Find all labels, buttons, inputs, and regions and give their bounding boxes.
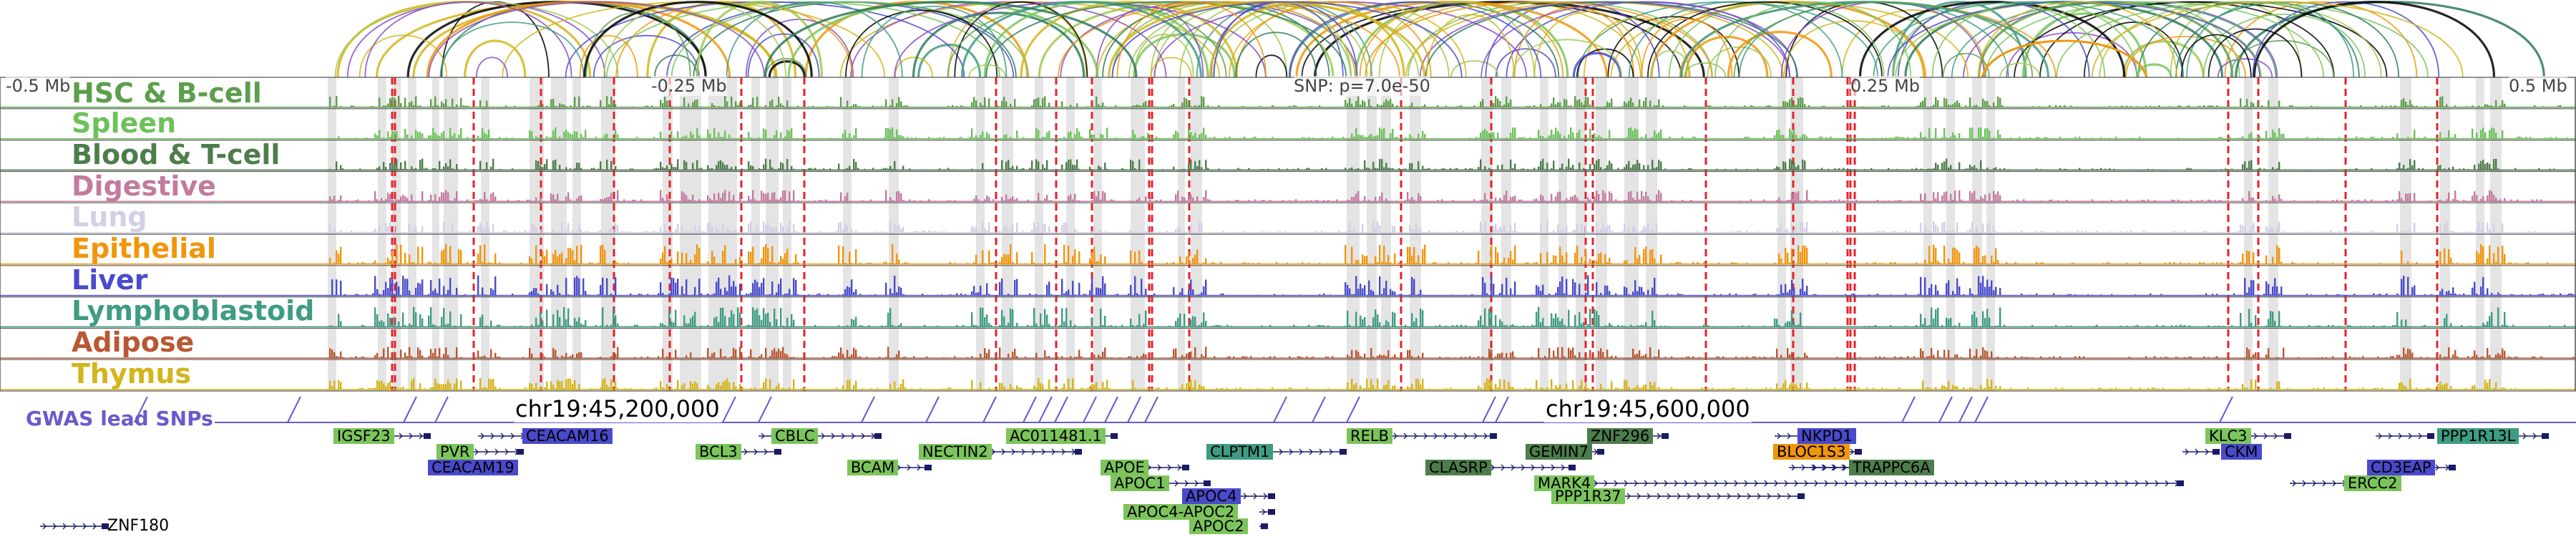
gene-cblc: CBLC [771,428,819,444]
axis-right-label: 0.5 Mb [2509,76,2567,96]
gene-pvr: PVR [436,444,474,460]
track-label-lymphoblastoid: Lymphoblastoid [72,295,315,326]
track-label-epithelial: Epithelial [72,233,216,264]
snp-pvalue-label: SNP: p=7.0e-50 [1294,76,1430,96]
gene-ckm: CKM [2221,444,2262,460]
gene-apoc4-apoc2: APOC4-APOC2 [1123,504,1239,520]
gene-znf296: ZNF296 [1587,428,1654,444]
gene-igsf23: IGSF23 [333,428,394,444]
gene-ercc2: ERCC2 [2344,475,2401,491]
gene-nectin2: NECTIN2 [919,444,992,460]
gene-bcl3: BCL3 [696,444,741,460]
interaction-arcs [334,1,2545,78]
track-label-lung: Lung [72,201,147,233]
gene-ppp1r13l: PPP1R13L [2437,428,2519,444]
track-label-digestive: Digestive [72,170,216,202]
gene-ceacam19: CEACAM19 [428,460,518,475]
gene-cd3eap: CD3EAP [2367,460,2435,475]
gene-apoe: APOE [1101,460,1148,475]
track-label-blood-tcell: Blood & T-cell [72,139,280,170]
gene-klc3: KLC3 [2205,428,2251,444]
gene-ppp1r37: PPP1R37 [1551,488,1625,504]
gene-ceacam16: CEACAM16 [522,428,613,444]
gene-bcam: BCAM [847,460,899,475]
gene-trappc6a: TRAPPC6A [1849,460,1934,475]
gene-relb: RELB [1347,428,1392,444]
track-label-liver: Liver [72,264,148,296]
axis-mid-right-label: 0.25 Mb [1850,76,1921,96]
track-label-spleen: Spleen [72,107,177,139]
coordinate-left: chr19:45,200,000 [514,395,721,422]
axis-mid-left-label: -0.25 Mb [651,76,727,96]
gene-apoc1: APOC1 [1111,475,1169,491]
gene-znf180: ZNF180 [107,517,170,535]
gene-apoc4: APOC4 [1182,488,1241,504]
gene-apoc2: APOC2 [1189,518,1248,534]
gene-mark4: MARK4 [1534,475,1595,491]
track-label-hsc-bcell: HSC & B-cell [72,77,262,109]
coordinate-right: chr19:45,600,000 [1544,395,1752,422]
gene-bloc1s3: BLOC1S3 [1773,444,1850,460]
gwas-lead-snps-label: GWAS lead SNPs [26,407,213,430]
track-label-thymus: Thymus [72,358,192,390]
gene-clasrp: CLASRP [1425,460,1491,475]
gene-gemin7: GEMIN7 [1526,444,1592,460]
gene-ac011481: AC011481.1 [1006,428,1106,444]
track-label-adipose: Adipose [72,326,195,358]
axis-left-label: -0.5 Mb [6,76,71,96]
gene-clptm1: CLPTM1 [1206,444,1274,460]
gene-nkpd1: NKPD1 [1797,428,1856,444]
